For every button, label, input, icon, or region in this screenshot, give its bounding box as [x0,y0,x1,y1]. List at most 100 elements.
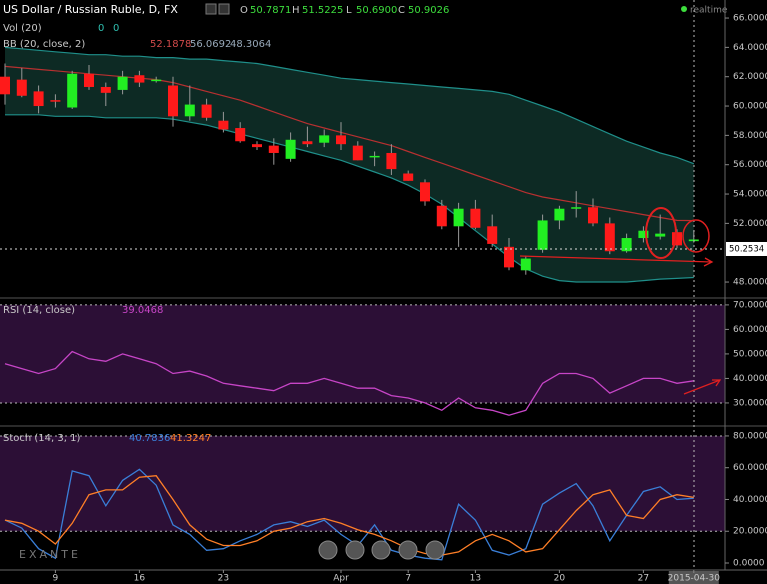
candle-body [453,208,464,227]
candle-body [487,226,498,244]
annotation-line [683,379,721,395]
y-tick-label: 66.0000 [733,14,767,24]
price-tag-label: 50.2534 [729,244,764,254]
candle-body [352,145,363,161]
candle-body [672,232,682,246]
quote-label: O [240,5,248,16]
study-value: 41.3247 [170,433,211,444]
close-button[interactable] [218,3,230,15]
candle-body [420,182,430,202]
x-tick-label: 23 [218,574,229,584]
y-tick-label: 64.0000 [733,43,767,53]
candle-body [285,139,296,159]
button[interactable] [425,540,445,560]
candle-body [588,207,598,224]
y-tick-label: 80.0000 [733,431,767,441]
candle-body [168,85,178,117]
annotation-arrow [712,379,722,387]
y-tick-label: 70.0000 [733,300,767,310]
x-tick-label: 2015-04-30 [668,574,721,584]
button[interactable] [371,540,391,560]
y-tick-label: 40.0000 [733,374,767,384]
y-tick-label: 54.0000 [733,190,767,200]
y-tick-label: 60.0000 [733,463,767,473]
button[interactable] [345,540,365,560]
y-tick-label: 58.0000 [733,131,767,141]
study-value: 0 [113,23,119,34]
quote-value: 50.9026 [408,5,449,16]
study-value: 0 [98,23,104,34]
candle-body [470,208,481,228]
quote-label: C [398,5,405,16]
candle-body [436,205,447,227]
candle-body [117,76,128,90]
annotation-circle [682,219,710,253]
y-tick-label: 30.0000 [733,398,767,408]
candle-body [638,230,649,239]
status: realtime [690,6,728,16]
x-tick-label: 13 [470,574,481,584]
button[interactable] [398,540,418,560]
study-label[interactable]: BB (20, close, 2) [3,39,85,50]
study-value: 56.0692 [190,39,231,50]
x-tick-label: 27 [638,574,649,584]
candle-body [537,220,548,250]
playback-controls [318,540,445,560]
button[interactable] [318,540,338,560]
quote-value: 51.5225 [302,5,343,16]
symbol-title[interactable]: US Dollar / Russian Ruble, D, FX [3,3,178,16]
price-tag [726,241,767,256]
candle-body [100,86,111,93]
x-tick-label: 20 [554,574,566,584]
candle-body [201,104,212,118]
y-tick-label: 60.0000 [733,102,767,112]
candle-body [571,207,582,209]
settings-button[interactable] [205,3,217,15]
band-line [5,114,694,283]
candle-body [16,79,27,96]
y-tick-label: 60.0000 [733,325,767,335]
candle-body [302,141,313,145]
y-tick-label: 20.0000 [733,527,767,537]
study-value: 52.1878 [150,39,191,50]
quote-value: 50.7871 [250,5,291,16]
candle-body [184,104,195,117]
candle-body [655,233,666,237]
x-tick-label: 9 [53,574,59,584]
watermark: EXANTE [19,548,81,561]
indicator-line [4,475,694,556]
x-tick-highlight [668,571,719,584]
candle-body [235,128,246,142]
y-tick-label: 48.0000 [733,278,767,288]
annotation-arrow [703,257,714,267]
candle-body [319,135,330,143]
candle-body [151,79,162,82]
y-tick-label: 52.0000 [733,219,767,229]
y-tick-label: 0.0000 [733,559,765,569]
y-tick-label: 40.0000 [733,495,767,505]
study-label[interactable]: Stoch (14, 3, 1) [3,433,80,444]
candle-body [386,152,397,170]
annotation-circle [645,207,677,259]
study-label[interactable]: Vol (20) [3,23,42,34]
candle-body [33,91,44,107]
quote-label: L [346,5,352,16]
candle-body [554,208,565,221]
candle-body [50,100,61,102]
candle-body [268,145,279,153]
indicator-line [4,468,694,561]
plot-area: 50.2534 [0,46,767,561]
x-tick-label: Apr [333,574,349,584]
y-tick-label: 62.0000 [733,72,767,82]
candle-body [403,173,414,181]
candle-body [0,76,10,95]
indicator-line [4,350,694,416]
candle-body [369,155,380,158]
band-line [4,46,695,165]
candle-body [504,246,514,268]
study-label[interactable]: RSI (14, close) [3,305,75,316]
study-value: 39.0468 [122,305,163,316]
candle-body [84,73,94,87]
band-fill [0,435,725,532]
